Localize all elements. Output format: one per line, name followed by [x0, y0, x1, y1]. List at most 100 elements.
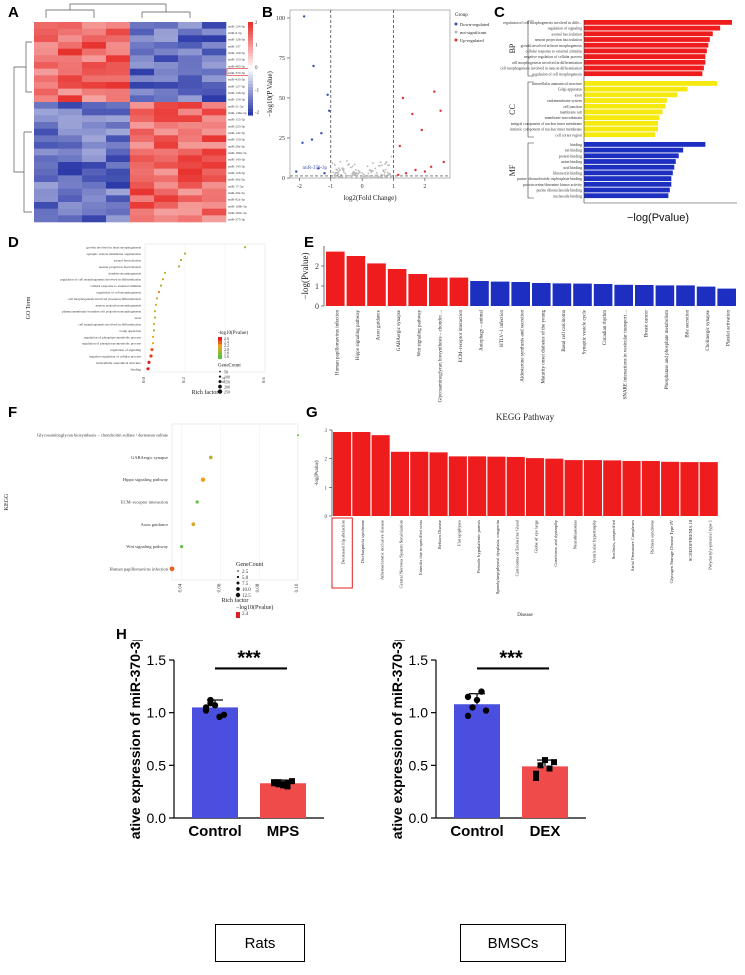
heatmap-row-label: miR-92a-3p — [228, 198, 245, 202]
heatmap-cell — [178, 28, 203, 36]
go-term-label: membrane microdomain — [545, 116, 582, 120]
term-label: Glycosaminoglycan biosynthesis – chondro… — [37, 433, 168, 438]
heatmap-cell — [82, 162, 107, 169]
heatmap-cell — [106, 195, 131, 203]
heatmap-cell — [106, 128, 131, 136]
heatmap-row-label: miR-21-5p — [228, 104, 244, 108]
not-significant-point — [362, 175, 364, 178]
heatmap-cell — [130, 155, 155, 163]
heatmap-cell — [154, 95, 179, 103]
legend-color-step — [248, 71, 253, 76]
not-significant-point — [332, 171, 334, 174]
heatmap-cell — [154, 175, 179, 183]
go-term-label: negative regulation of cellular process — [524, 55, 583, 59]
heatmap-cell — [202, 215, 227, 223]
heatmap-cell — [178, 175, 203, 183]
y-axis-label: −log(Pvalue) — [300, 252, 310, 299]
heatmap-row-label: miR-137 — [228, 44, 241, 48]
heatmap-cell — [34, 55, 59, 63]
panel-letter-d: D — [8, 234, 19, 251]
not-significant-point — [369, 170, 372, 172]
disease-bar — [352, 432, 371, 516]
heatmap-cell — [202, 148, 227, 156]
heatmap-cell — [130, 48, 155, 56]
not-significant-point — [374, 174, 377, 177]
go-x-axis-label: −log(Pvalue) — [627, 212, 689, 224]
not-significant-point — [375, 172, 378, 174]
heatmap-cell — [58, 135, 83, 143]
y-tick-label: 1.5 — [409, 652, 429, 668]
heatmap-row-label: miR-375-3p — [228, 218, 245, 222]
heatmap-row-label: miR-199a-5p — [228, 151, 247, 155]
bubble-point — [149, 354, 153, 358]
not-significant-point — [383, 171, 386, 174]
go-term-label: purine ribonucleotide triphosphate bindi… — [517, 177, 582, 181]
heatmap-row-label: miR-124-3p — [228, 24, 245, 28]
not-significant-point — [389, 175, 392, 178]
not-significant-point — [334, 172, 337, 174]
heatmap-cell — [82, 22, 107, 29]
disease-bar — [641, 460, 660, 516]
not-significant-point — [355, 168, 357, 171]
heatmap-cell — [178, 142, 203, 149]
disease-bar — [448, 456, 467, 516]
heatmap-cell — [178, 188, 203, 196]
heatmap-cell — [178, 155, 203, 163]
heatmap-cell — [202, 182, 227, 189]
heatmap-cell — [58, 182, 83, 189]
legend-color-step — [248, 68, 253, 73]
size-legend-label: 100 — [224, 375, 230, 380]
heatmap-cell — [82, 28, 107, 36]
heatmap-cell — [202, 108, 227, 116]
kegg-bar — [593, 284, 613, 306]
legend-color-step — [248, 56, 253, 60]
heatmap-cell — [178, 168, 203, 176]
not-significant-point — [337, 167, 340, 170]
not-significant-point — [369, 176, 372, 179]
down-regulated-point — [328, 109, 331, 113]
heatmap-row-label: miR-20a-5p — [228, 191, 245, 195]
heatmap-row-label: miR-433-3p — [228, 78, 245, 82]
legend-marker — [454, 30, 458, 34]
heatmap-cell — [34, 48, 59, 56]
heatmap-cell — [58, 42, 83, 49]
heatmap-cell — [154, 75, 179, 83]
term-label: Hippo signaling pathway — [123, 477, 169, 482]
not-significant-point — [388, 172, 391, 175]
heatmap-cell — [178, 115, 203, 123]
disease-bar — [410, 451, 429, 516]
go-bar-mf — [584, 142, 706, 147]
legend-color-step — [248, 53, 253, 57]
term-label: regulation of signaling — [110, 348, 141, 352]
go-bar-mf — [584, 181, 672, 187]
data-point — [211, 702, 219, 709]
heatmap-row-label: miR-126-3p — [228, 171, 245, 175]
term-label: axon — [134, 316, 141, 320]
heatmap-cell — [178, 35, 203, 43]
y-tick-label: 0 — [325, 515, 328, 520]
heatmap-cell — [58, 128, 83, 136]
heatmap-cell — [178, 108, 203, 116]
kegg-bar — [367, 263, 386, 306]
not-significant-point — [350, 176, 353, 179]
heatmap-cell — [82, 75, 107, 83]
legend-color-step — [248, 102, 253, 107]
up-regulated-point — [411, 112, 414, 116]
not-significant-point — [381, 177, 384, 179]
heatmap-cell — [82, 68, 107, 76]
disease-bar — [371, 435, 390, 516]
term-label: regulation of cell morphogenesis — [96, 291, 141, 295]
go-bar-bp — [584, 54, 706, 59]
heatmap-cell — [154, 155, 179, 163]
y-tick-label: 1.5 — [147, 652, 167, 668]
bubble-point — [151, 335, 155, 338]
heatmap-cell — [34, 195, 59, 203]
heatmap-cell — [58, 88, 83, 96]
expression-bar — [260, 783, 306, 818]
y-axis-label: GO Term — [26, 296, 32, 319]
not-significant-point — [374, 167, 377, 170]
kegg-bar — [470, 281, 489, 306]
term-label: Human papillomavirus infection — [110, 566, 169, 571]
term-label: Wnt signaling pathway — [126, 544, 168, 549]
size-legend-marker — [236, 587, 240, 591]
